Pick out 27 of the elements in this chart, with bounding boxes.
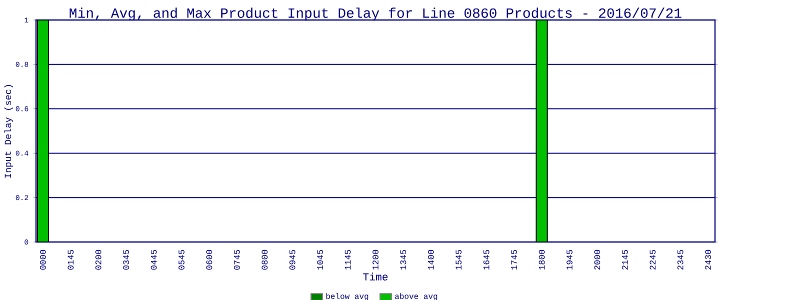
x-tick-label: 1045 — [317, 250, 324, 270]
x-tick-label: 1745 — [511, 250, 517, 270]
x-tick-label: 2345 — [677, 250, 684, 270]
x-tick-label: 0745 — [234, 250, 240, 270]
x-tick-label: 0800 — [262, 250, 268, 270]
x-tick-label: 0000 — [40, 250, 46, 270]
y-axis-title: Input Delay (sec) — [4, 84, 13, 178]
x-tick-label: 1800 — [538, 250, 545, 270]
x-tick-label: 0200 — [95, 250, 102, 270]
x-tick-label: 2145 — [622, 250, 628, 270]
x-tick-label: 2000 — [594, 250, 600, 270]
x-tick-label: 0945 — [289, 250, 296, 270]
x-tick-label: 0545 — [178, 250, 184, 270]
x-tick-label: 1645 — [483, 250, 490, 270]
x-tick-label: 0345 — [123, 250, 130, 270]
x-tick-label: 0145 — [68, 250, 74, 270]
x-tick-label: 0600 — [206, 250, 212, 270]
x-tick-label: 1345 — [400, 250, 406, 270]
x-tick-label: 1545 — [456, 250, 462, 270]
x-tick-label: 2245 — [650, 250, 656, 270]
x-axis-title: Time — [363, 272, 388, 281]
x-tick-label: 1400 — [428, 250, 434, 270]
x-tick-label: 0445 — [150, 250, 157, 270]
x-tick-label: 1945 — [566, 250, 572, 270]
x-tick-label: 2430 — [705, 250, 712, 270]
x-tick-label: 1145 — [344, 250, 351, 270]
x-tick-label: 1200 — [372, 250, 378, 270]
